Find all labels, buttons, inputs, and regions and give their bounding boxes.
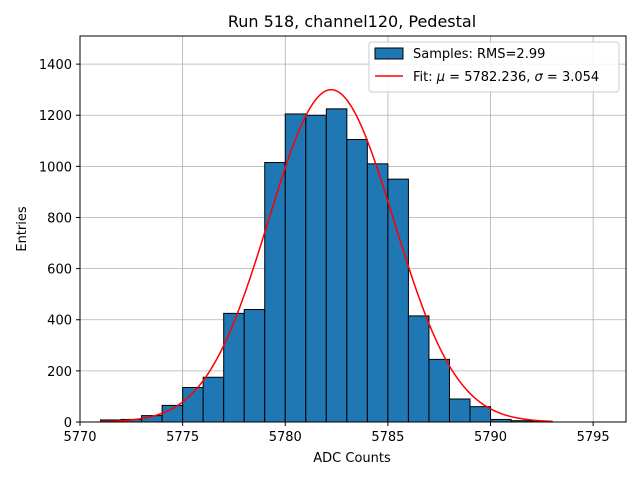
histogram-bar bbox=[428, 358, 450, 423]
histogram-bars bbox=[100, 108, 553, 423]
y-axis-ticks: 0 200 400 600 800 1000 1200 1400 bbox=[39, 58, 80, 431]
histogram-bar bbox=[346, 139, 368, 423]
legend: Samples: RMS=2.99 Fit: μ = 5782.236, σ =… bbox=[368, 41, 620, 93]
x-tick-label: 5795 bbox=[577, 430, 610, 445]
legend-mu-value: 5782.236 bbox=[464, 70, 526, 85]
x-tick-label: 5770 bbox=[63, 430, 96, 445]
plot-frame bbox=[79, 35, 627, 423]
y-tick-label: 800 bbox=[47, 211, 72, 226]
y-tick-label: 600 bbox=[47, 263, 72, 278]
x-tick-label: 5790 bbox=[474, 430, 507, 445]
histogram-bar bbox=[305, 114, 327, 423]
legend-sigma-equals: = bbox=[543, 70, 562, 85]
chart-title: Run 518, channel120, Pedestal bbox=[228, 12, 476, 31]
histogram-bar bbox=[407, 315, 430, 423]
legend-mu-symbol: μ bbox=[436, 70, 445, 85]
y-tick-label: 1000 bbox=[39, 160, 72, 175]
legend-histogram-label: Samples: RMS=2.99 bbox=[413, 47, 545, 62]
legend-mu-equals: = bbox=[445, 70, 464, 85]
legend-bar-swatch bbox=[374, 47, 404, 60]
legend-box bbox=[368, 41, 620, 93]
y-tick-label: 200 bbox=[47, 365, 72, 380]
y-tick-label: 1200 bbox=[39, 109, 72, 124]
histogram-bar bbox=[325, 108, 348, 423]
x-tick-label: 5785 bbox=[371, 430, 404, 445]
legend-sigma-symbol: σ bbox=[535, 70, 544, 85]
histogram-bar bbox=[366, 163, 389, 423]
legend-separator: , bbox=[526, 70, 534, 85]
x-axis-ticks: 5770 5775 5780 5785 5790 5795 bbox=[63, 422, 610, 445]
x-tick-label: 5780 bbox=[269, 430, 302, 445]
histogram-bar bbox=[223, 312, 245, 423]
legend-fit-prefix: Fit: bbox=[413, 70, 437, 85]
histogram-bar bbox=[243, 309, 266, 423]
y-tick-label: 400 bbox=[47, 314, 72, 329]
histogram-bar bbox=[469, 406, 492, 423]
y-axis-label: Entries bbox=[15, 206, 30, 252]
legend-fit-label: Fit: μ = 5782.236, σ = 3.054 bbox=[413, 70, 599, 85]
histogram-bar bbox=[387, 178, 409, 423]
x-tick-label: 5775 bbox=[166, 430, 199, 445]
x-axis-label: ADC Counts bbox=[313, 451, 391, 466]
histogram-bar bbox=[448, 398, 471, 423]
y-tick-label: 0 bbox=[64, 416, 72, 431]
gaussian-fit-curve bbox=[100, 88, 553, 423]
histogram-bar bbox=[202, 376, 225, 423]
y-tick-label: 1400 bbox=[39, 58, 72, 73]
legend-sigma-value: 3.054 bbox=[562, 70, 599, 85]
